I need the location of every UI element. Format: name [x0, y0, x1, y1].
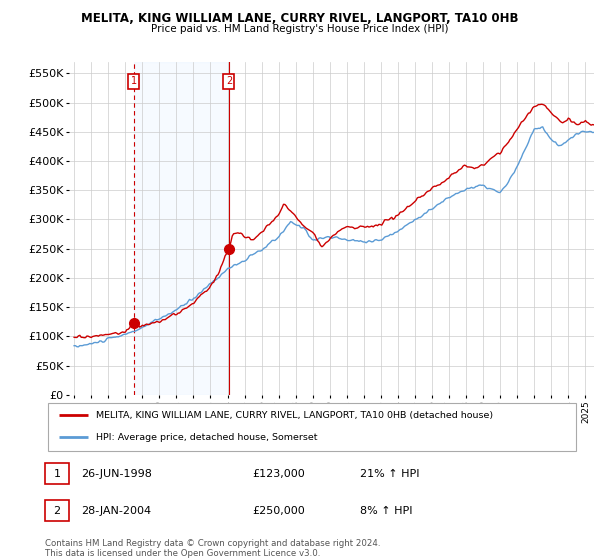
Text: 26-JUN-1998: 26-JUN-1998: [81, 469, 152, 479]
Text: 1: 1: [53, 469, 61, 479]
Text: MELITA, KING WILLIAM LANE, CURRY RIVEL, LANGPORT, TA10 0HB (detached house): MELITA, KING WILLIAM LANE, CURRY RIVEL, …: [95, 410, 493, 419]
Text: 21% ↑ HPI: 21% ↑ HPI: [360, 469, 419, 479]
Text: 2: 2: [226, 76, 232, 86]
Text: £250,000: £250,000: [252, 506, 305, 516]
Text: 2: 2: [53, 506, 61, 516]
Text: HPI: Average price, detached house, Somerset: HPI: Average price, detached house, Some…: [95, 433, 317, 442]
Text: £123,000: £123,000: [252, 469, 305, 479]
Text: 28-JAN-2004: 28-JAN-2004: [81, 506, 151, 516]
FancyBboxPatch shape: [48, 403, 576, 451]
Text: Contains HM Land Registry data © Crown copyright and database right 2024.
This d: Contains HM Land Registry data © Crown c…: [45, 539, 380, 558]
Text: Price paid vs. HM Land Registry's House Price Index (HPI): Price paid vs. HM Land Registry's House …: [151, 24, 449, 34]
Text: 8% ↑ HPI: 8% ↑ HPI: [360, 506, 413, 516]
Bar: [134, 62, 229, 395]
Text: 1: 1: [131, 76, 137, 86]
Text: MELITA, KING WILLIAM LANE, CURRY RIVEL, LANGPORT, TA10 0HB: MELITA, KING WILLIAM LANE, CURRY RIVEL, …: [81, 12, 519, 25]
